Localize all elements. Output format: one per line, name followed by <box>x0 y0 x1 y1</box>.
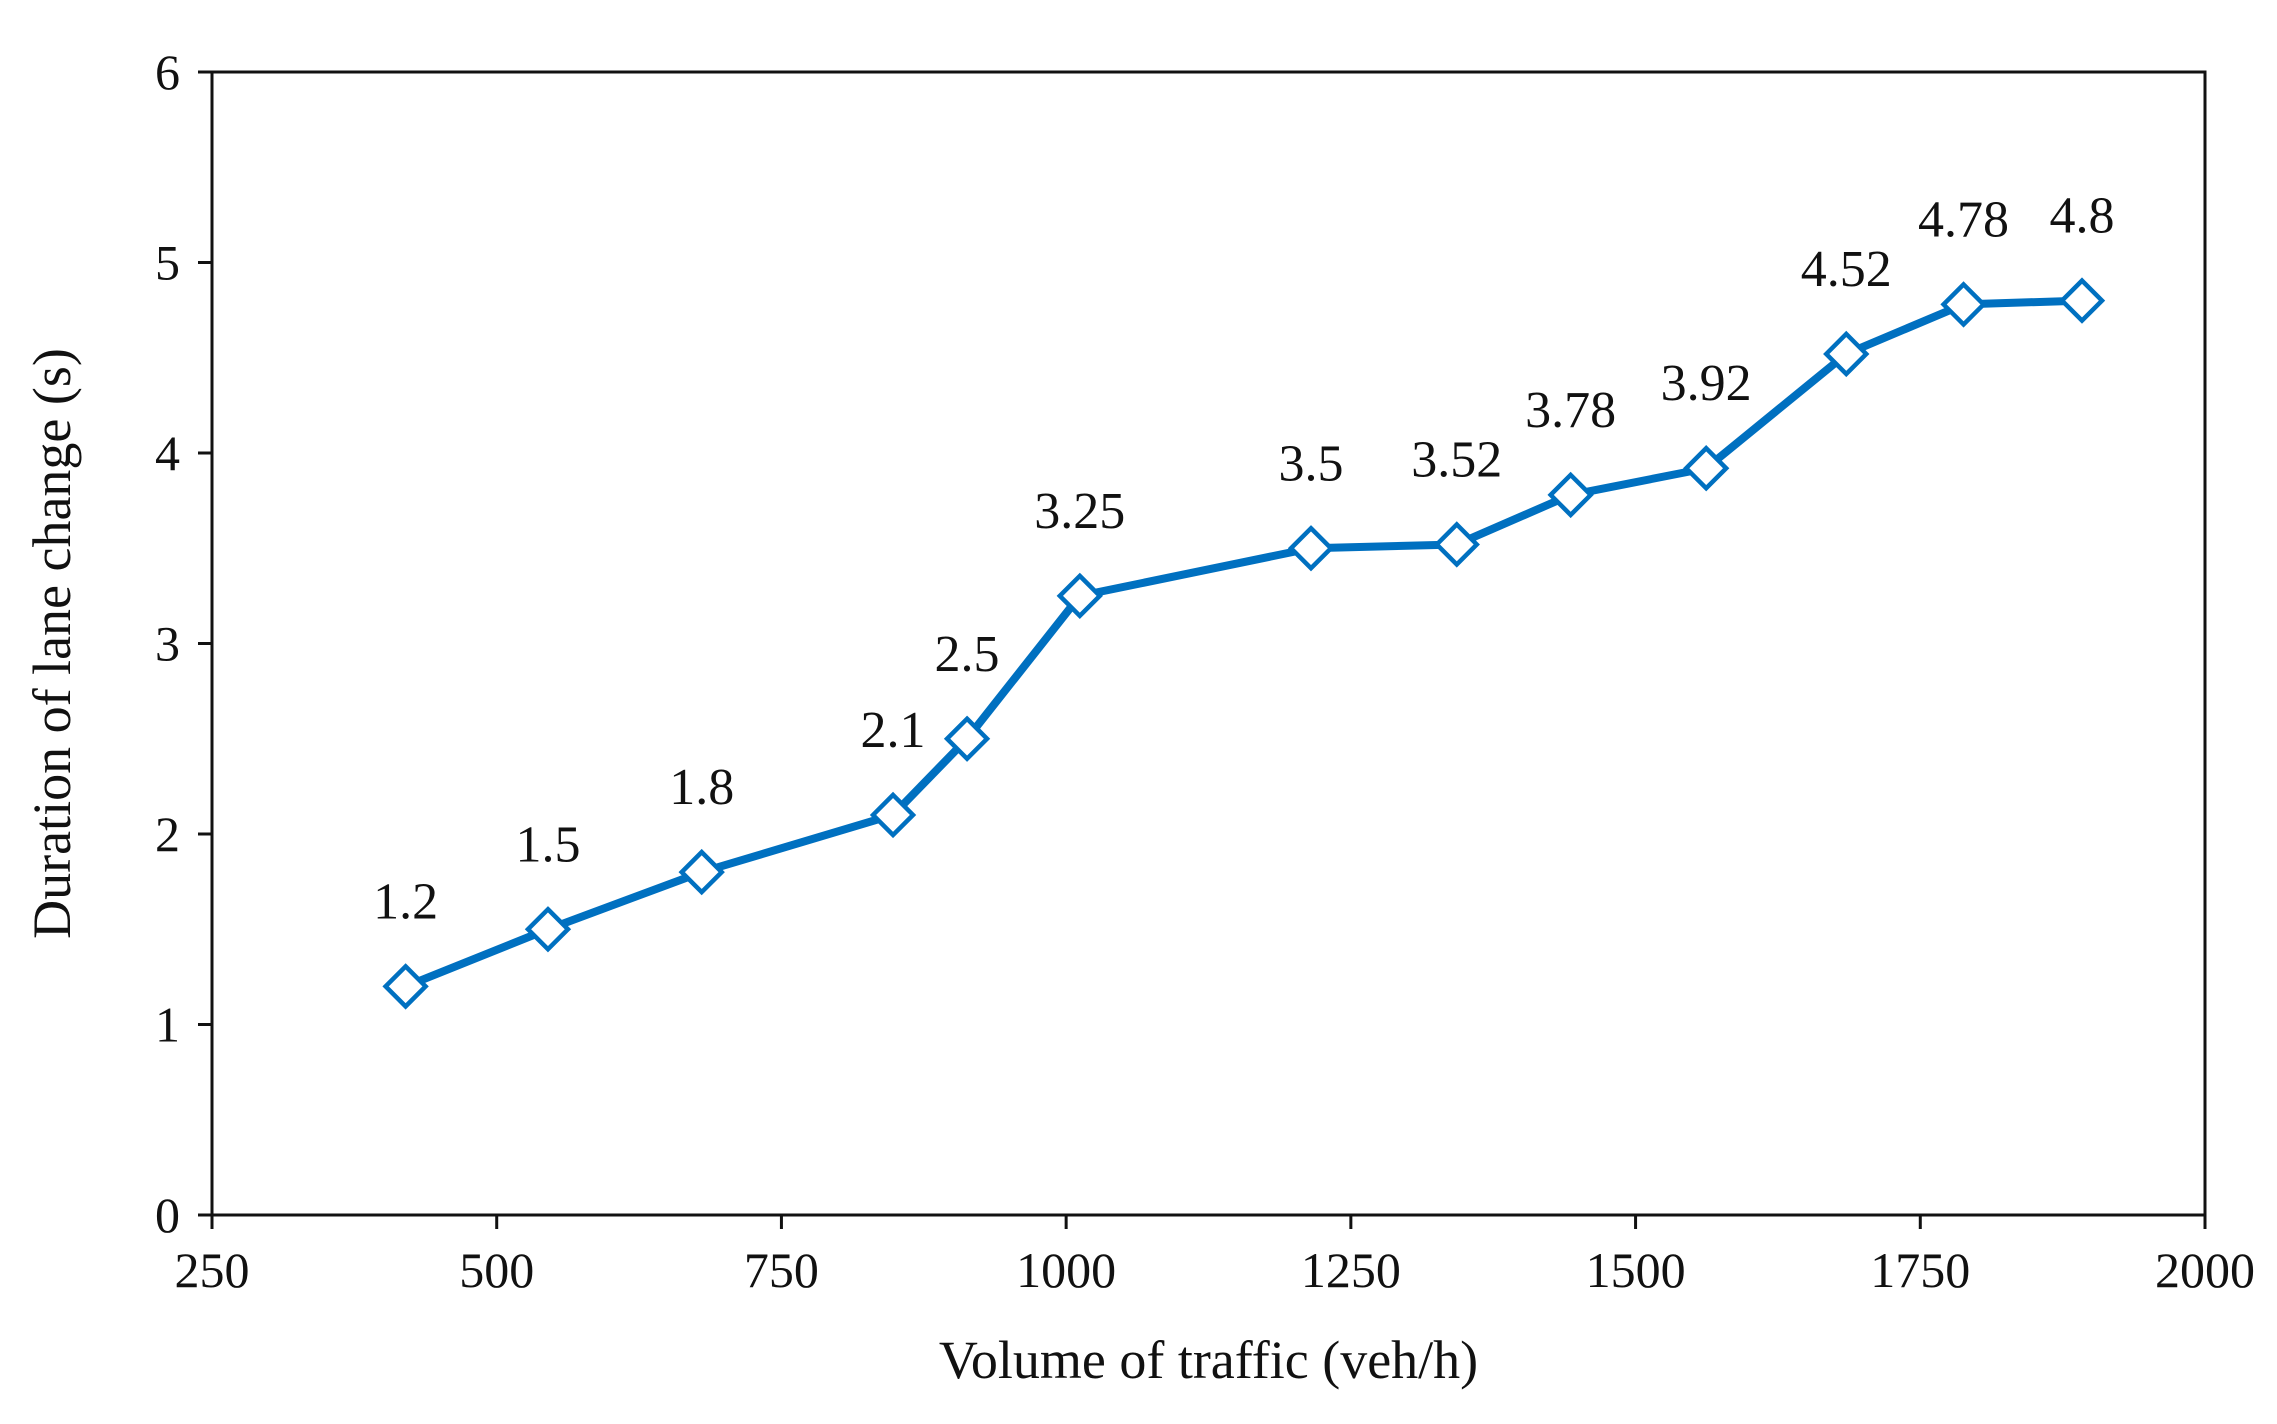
y-tick-label: 3 <box>155 616 180 672</box>
x-tick-label: 750 <box>744 1242 819 1298</box>
data-point-marker <box>678 848 725 896</box>
x-tick-label: 250 <box>175 1242 250 1298</box>
data-point-marker <box>524 906 572 953</box>
data-series <box>382 277 2106 1010</box>
data-label: 3.25 <box>1034 483 1125 540</box>
data-label: 1.5 <box>515 816 580 873</box>
data-labels: 1.2 1.5 1.8 2.12.5 3.25 3.5 3.52 3.78 3.92 4.52 4.… <box>373 188 2114 931</box>
data-label: 2.5 <box>935 626 1000 683</box>
data-point-marker <box>382 963 429 1010</box>
data-point-marker <box>869 791 917 839</box>
data-label: 2.1 <box>861 702 926 759</box>
data-point-marker <box>1287 525 1335 572</box>
data-label: 4.52 <box>1801 241 1892 298</box>
x-axis-title: Volume of traffic (veh/h) <box>939 1330 1478 1390</box>
data-point-marker <box>1547 471 1594 519</box>
plot-area-frame <box>210 70 2207 1217</box>
data-point-marker <box>1433 521 1480 568</box>
x-tick-label: 1750 <box>1870 1242 1970 1298</box>
data-label: 3.52 <box>1411 431 1502 488</box>
y-axis-title: Duration of lane change (s) <box>22 348 82 939</box>
data-label: 1.8 <box>669 759 734 816</box>
data-label: 4.8 <box>2050 188 2115 245</box>
x-tick-label: 1000 <box>1016 1242 1116 1298</box>
data-point-marker <box>1682 445 1730 492</box>
data-point-marker <box>1056 572 1103 620</box>
data-label: 3.5 <box>1278 435 1343 492</box>
y-tick-label: 0 <box>155 1187 180 1243</box>
data-point-marker <box>2058 277 2106 324</box>
y-tick-label: 4 <box>155 425 180 481</box>
x-tick-label: 500 <box>459 1242 534 1298</box>
data-label: 3.78 <box>1525 382 1616 439</box>
x-tick-label: 1500 <box>1586 1242 1686 1298</box>
data-point-marker <box>1940 281 1987 328</box>
axes: 250 500 750 1000 1250 1500 1750 2000 0 1 2 3 4 5 6 <box>155 44 2255 1298</box>
y-tick-label: 5 <box>155 235 180 291</box>
x-tick-label: 2000 <box>2155 1242 2255 1298</box>
data-label: 4.78 <box>1918 191 2009 248</box>
y-tick-label: 6 <box>155 44 180 100</box>
data-label: 1.2 <box>373 873 438 930</box>
data-label: 3.92 <box>1661 355 1752 412</box>
data-point-marker <box>1823 330 1870 378</box>
y-tick-label: 1 <box>155 997 180 1053</box>
y-tick-label: 2 <box>155 806 180 862</box>
x-tick-label: 1250 <box>1301 1242 1401 1298</box>
data-point-marker <box>943 715 991 762</box>
series-line <box>401 296 2087 991</box>
